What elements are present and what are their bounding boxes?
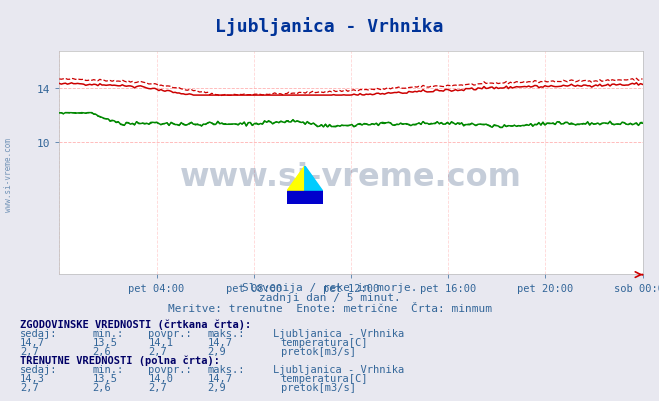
Text: ZGODOVINSKE VREDNOSTI (črtkana črta):: ZGODOVINSKE VREDNOSTI (črtkana črta):: [20, 319, 251, 329]
Text: povpr.:: povpr.:: [148, 328, 192, 338]
Text: maks.:: maks.:: [208, 364, 245, 374]
Text: Slovenija / reke in morje.: Slovenija / reke in morje.: [242, 283, 417, 293]
Polygon shape: [304, 166, 323, 192]
Text: 14,7: 14,7: [208, 373, 233, 383]
Text: www.si-vreme.com: www.si-vreme.com: [180, 161, 522, 192]
Text: pretok[m3/s]: pretok[m3/s]: [281, 346, 356, 356]
Text: 2,9: 2,9: [208, 346, 226, 356]
Text: 14,7: 14,7: [208, 337, 233, 347]
Text: Ljubljanica - Vrhnika: Ljubljanica - Vrhnika: [215, 17, 444, 36]
Text: min.:: min.:: [92, 328, 123, 338]
Text: 14,7: 14,7: [20, 337, 45, 347]
Text: Ljubljanica - Vrhnika: Ljubljanica - Vrhnika: [273, 364, 405, 374]
Text: pretok[m3/s]: pretok[m3/s]: [281, 382, 356, 392]
Text: sedaj:: sedaj:: [20, 364, 57, 374]
Text: 14,0: 14,0: [148, 373, 173, 383]
Text: Meritve: trenutne  Enote: metrične  Črta: minmum: Meritve: trenutne Enote: metrične Črta: …: [167, 303, 492, 313]
Text: min.:: min.:: [92, 364, 123, 374]
Text: povpr.:: povpr.:: [148, 364, 192, 374]
Text: 2,7: 2,7: [20, 382, 38, 392]
Polygon shape: [287, 166, 304, 192]
Text: 2,9: 2,9: [208, 382, 226, 392]
Text: temperatura[C]: temperatura[C]: [281, 337, 368, 347]
Text: 14,1: 14,1: [148, 337, 173, 347]
Text: zadnji dan / 5 minut.: zadnji dan / 5 minut.: [258, 293, 401, 303]
Text: 2,6: 2,6: [92, 382, 111, 392]
Text: maks.:: maks.:: [208, 328, 245, 338]
Bar: [287, 192, 323, 205]
Text: 2,7: 2,7: [148, 346, 167, 356]
Text: Ljubljanica - Vrhnika: Ljubljanica - Vrhnika: [273, 328, 405, 338]
Text: 2,7: 2,7: [20, 346, 38, 356]
Text: sedaj:: sedaj:: [20, 328, 57, 338]
Text: TRENUTNE VREDNOSTI (polna črta):: TRENUTNE VREDNOSTI (polna črta):: [20, 355, 219, 365]
Text: temperatura[C]: temperatura[C]: [281, 373, 368, 383]
Text: www.si-vreme.com: www.si-vreme.com: [4, 138, 13, 211]
Text: 13,5: 13,5: [92, 373, 117, 383]
Text: 2,6: 2,6: [92, 346, 111, 356]
Text: 13,5: 13,5: [92, 337, 117, 347]
Text: 2,7: 2,7: [148, 382, 167, 392]
Text: 14,3: 14,3: [20, 373, 45, 383]
